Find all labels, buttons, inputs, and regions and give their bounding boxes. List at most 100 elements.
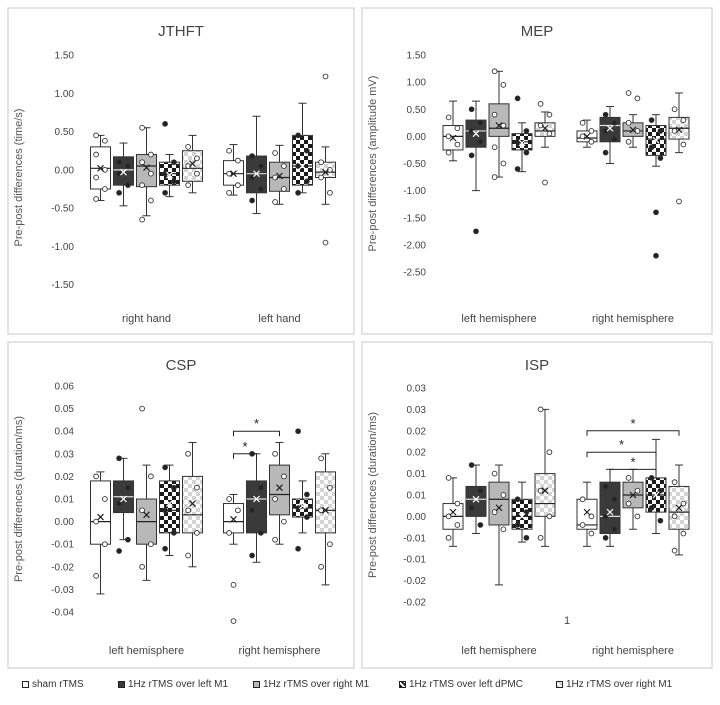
data-point — [194, 155, 200, 162]
data-point — [194, 484, 200, 491]
mean-marker — [652, 491, 660, 499]
y-axis-label: Pre-post differences (amplitude mV) — [367, 76, 379, 252]
data-point — [445, 149, 452, 156]
data-point — [93, 132, 99, 139]
mean-marker — [472, 495, 480, 503]
data-point — [102, 186, 108, 192]
significance-bracket — [586, 430, 680, 436]
mean-marker — [276, 172, 283, 180]
mean-marker — [299, 162, 306, 170]
outlier-point — [676, 198, 682, 205]
x-group-label: left hemisphere — [109, 645, 184, 657]
data-point — [648, 475, 655, 481]
box — [534, 473, 556, 517]
y-tick-label: -2.50 — [403, 268, 426, 279]
y-tick-label: -0.50 — [403, 159, 426, 170]
mean-marker — [449, 508, 457, 516]
y-tick-label: 0.03 — [407, 405, 427, 416]
data-point — [304, 178, 310, 185]
data-point — [226, 496, 232, 502]
data-point — [125, 163, 131, 169]
legend-swatch-icon — [556, 681, 563, 688]
data-point — [491, 144, 498, 151]
data-point — [139, 124, 145, 131]
data-point — [327, 484, 333, 491]
mean-marker — [97, 513, 104, 521]
data-point — [148, 473, 154, 480]
data-point — [93, 473, 99, 480]
y-tick-label: 0.02 — [55, 472, 75, 483]
data-point — [671, 547, 678, 554]
data-point — [602, 111, 609, 118]
mean-marker — [606, 124, 614, 132]
data-point — [537, 487, 544, 494]
data-point — [304, 491, 310, 498]
mean-marker — [629, 491, 637, 499]
significance-label: * — [242, 439, 247, 454]
mean-marker — [120, 495, 127, 503]
panel-annotation: 1 — [564, 615, 570, 627]
y-tick-label: 0.06 — [55, 382, 75, 393]
data-point — [93, 518, 99, 525]
data-point — [93, 572, 99, 579]
y-tick-label: 0.00 — [407, 512, 427, 523]
data-point — [281, 473, 287, 480]
data-point — [625, 119, 632, 126]
y-tick-label: 0.02 — [407, 448, 427, 459]
y-tick-label: 0.05 — [55, 404, 75, 415]
data-point — [102, 137, 108, 144]
box — [269, 464, 290, 516]
data-point — [537, 406, 544, 413]
x-group-label: right hand — [122, 313, 171, 325]
data-point — [500, 122, 507, 129]
data-point — [602, 513, 609, 520]
data-point — [281, 518, 287, 525]
box — [488, 103, 510, 137]
legend-swatch-icon — [118, 681, 125, 688]
data-point — [477, 119, 484, 126]
y-tick-label: 0.00 — [55, 165, 75, 176]
legend-label: sham rTMS — [32, 679, 84, 690]
data-point — [468, 504, 475, 511]
data-point — [139, 405, 145, 412]
data-point — [537, 534, 544, 541]
data-point — [579, 522, 586, 528]
data-point — [139, 216, 145, 223]
data-point — [162, 121, 168, 127]
data-point — [625, 475, 632, 481]
data-point — [318, 507, 324, 514]
legend-label: 1Hz rTMS over right M1 — [263, 679, 370, 690]
y-tick-label: -1.00 — [51, 242, 74, 253]
data-point — [116, 500, 122, 507]
data-point — [226, 147, 232, 154]
data-point — [491, 174, 498, 180]
data-point — [648, 117, 655, 123]
box — [315, 161, 336, 178]
legend-label: 1Hz rTMS over left M1 — [128, 679, 229, 690]
data-point — [185, 450, 191, 457]
x-group-label: left hand — [258, 313, 300, 325]
data-point — [171, 484, 177, 491]
data-point — [477, 487, 484, 494]
data-point — [500, 492, 507, 498]
mean-marker — [299, 502, 306, 510]
data-point — [477, 138, 484, 145]
data-point — [445, 534, 452, 541]
data-point — [281, 186, 287, 192]
box — [292, 134, 313, 186]
mean-marker — [541, 487, 549, 495]
data-point — [185, 507, 191, 514]
data-point — [648, 504, 655, 511]
data-point — [185, 182, 191, 189]
y-tick-label: 0.01 — [407, 469, 427, 480]
data-point — [468, 462, 475, 468]
mean-marker — [166, 171, 173, 179]
data-point — [102, 541, 108, 548]
data-point — [579, 133, 586, 140]
y-tick-label: 1.00 — [407, 78, 427, 89]
mean-marker — [143, 511, 150, 519]
data-point — [514, 522, 521, 528]
mean-marker — [449, 134, 457, 142]
data-point — [477, 522, 484, 528]
